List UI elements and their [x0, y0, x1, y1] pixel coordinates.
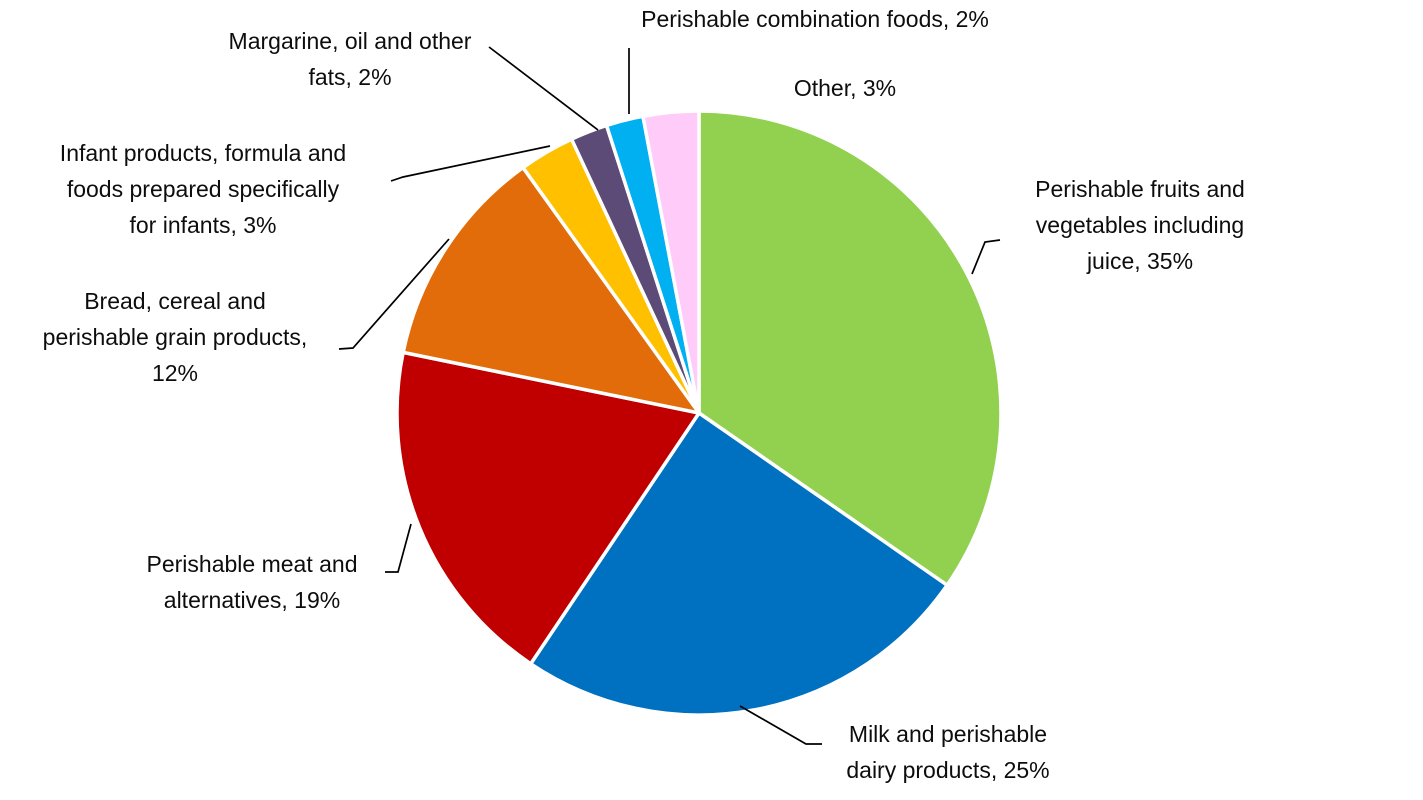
leader-line-meat-alternatives — [385, 523, 412, 573]
pie-slice-other — [641, 109, 701, 415]
leader-line-fruits-vegetables — [971, 239, 1001, 275]
slice-label-line: Perishable meat and — [146, 551, 358, 577]
slice-label-line: dairy products, 25% — [846, 757, 1050, 783]
slice-label-line: 12% — [151, 360, 199, 386]
slice-label-margarine-fats: Margarine, oil and other fats, 2% — [229, 23, 472, 95]
slice-label-line: Perishable fruits and — [1035, 176, 1245, 202]
slice-label-meat-alternatives: Perishable meat and alternatives, 19% — [147, 546, 358, 618]
slice-label-line: Milk and perishable — [848, 721, 1048, 747]
pie-slice-fruits-vegetables — [697, 109, 1003, 587]
slice-label-line: juice, 35% — [1086, 248, 1194, 274]
slice-label-line: Perishable combination foods, 2% — [641, 6, 989, 32]
slice-label-line: foods prepared specifically — [66, 176, 340, 202]
slice-label-infant-products: Infant products, formula and foods prepar… — [60, 135, 346, 243]
slice-label-line: fats, 2% — [308, 64, 392, 90]
leader-line-margarine-fats — [488, 46, 599, 131]
slice-label-line: perishable grain products, — [42, 324, 308, 350]
leader-line-infant-products — [390, 145, 551, 182]
leader-line-bread-grain — [338, 238, 450, 350]
pie-slice-milk-dairy — [528, 411, 949, 717]
slice-label-line: for infants, 3% — [129, 212, 277, 238]
leader-line-milk-dairy — [739, 705, 822, 745]
pie-slice-bread-grain — [401, 165, 701, 415]
slice-label-line: Margarine, oil and other — [228, 28, 472, 54]
slice-label-line: vegetables including — [1035, 212, 1245, 238]
slice-label-line: Infant products, formula and — [59, 140, 347, 166]
slice-label-fruits-vegetables: Perishable fruits and vegetables includin… — [1035, 171, 1245, 279]
slice-label-milk-dairy: Milk and perishable dairy products, 25% — [846, 716, 1049, 788]
slice-label-combination-foods: Perishable combination foods, 2% — [641, 1, 989, 37]
slice-label-line: alternatives, 19% — [163, 587, 341, 613]
slice-label-line: Bread, cereal and — [84, 288, 266, 314]
slice-label-bread-grain: Bread, cereal and perishable grain produc… — [43, 283, 308, 391]
slice-label-line: Other, 3% — [793, 75, 897, 101]
pie-slice-meat-alternatives — [395, 350, 701, 666]
slice-label-other: Other, 3% — [794, 70, 896, 106]
